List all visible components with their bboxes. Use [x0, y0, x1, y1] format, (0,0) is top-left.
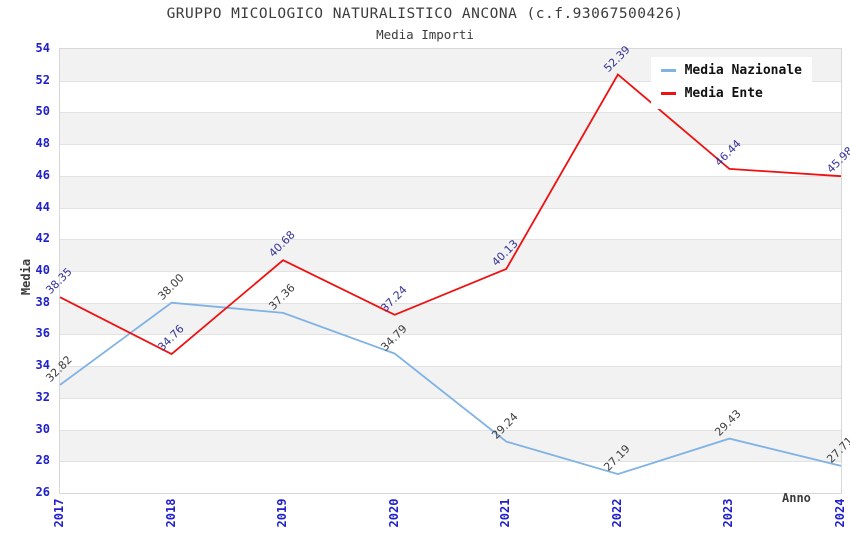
legend-item: Media Ente — [660, 86, 802, 101]
gridline — [60, 461, 841, 463]
y-tick-label: 44 — [35, 199, 50, 214]
x-tick-label: 2023 — [721, 498, 736, 528]
series-line-media-nazionale — [59, 301, 842, 476]
legend: Media Nazionale Media Ente — [650, 57, 812, 109]
background-band — [60, 302, 841, 335]
legend-item: Media Nazionale — [660, 63, 802, 78]
y-tick-label: 52 — [35, 72, 50, 87]
background-band — [60, 175, 841, 208]
legend-label: Media Ente — [684, 86, 763, 101]
gridline — [60, 302, 841, 304]
x-tick-label: 2019 — [275, 498, 290, 528]
y-tick-label: 54 — [35, 41, 50, 55]
y-tick-label: 46 — [35, 167, 50, 182]
y-tick-label: 38 — [35, 294, 50, 309]
y-tick-label: 40 — [35, 263, 50, 277]
y-tick-label: 34 — [35, 358, 50, 373]
gridline — [60, 334, 841, 336]
gridline — [60, 175, 841, 177]
x-tick-label: 2018 — [163, 498, 178, 528]
gridline — [60, 112, 841, 114]
gridline — [60, 144, 841, 146]
y-tick-label: 42 — [35, 231, 50, 246]
x-tick-label: 2022 — [609, 498, 624, 528]
background-band — [60, 112, 841, 145]
x-tick-label: 2020 — [386, 498, 401, 528]
gridline — [60, 80, 841, 82]
chart-subtitle: Media Importi — [376, 27, 474, 42]
line-series-svg — [59, 73, 842, 476]
gridline — [60, 239, 841, 241]
x-tick-label: 2017 — [52, 498, 66, 528]
y-tick-label: 32 — [35, 389, 50, 404]
gridline — [60, 207, 841, 209]
gridline — [60, 429, 841, 431]
y-tick-label: 30 — [35, 421, 50, 436]
legend-swatch-icon — [660, 69, 676, 72]
plot-area — [59, 48, 842, 494]
gridline — [60, 366, 841, 368]
legend-label: Media Nazionale — [684, 63, 802, 78]
y-tick-label: 28 — [35, 453, 50, 468]
y-tick-label: 26 — [35, 485, 50, 499]
background-band — [60, 366, 841, 398]
legend-swatch-icon — [660, 92, 676, 95]
background-band — [60, 239, 841, 271]
y-tick-label: 50 — [35, 104, 50, 119]
series-line-media-ente — [59, 73, 842, 356]
y-tick-label: 36 — [35, 326, 50, 341]
gridline — [60, 271, 841, 272]
y-tick-label: 48 — [35, 136, 50, 151]
x-tick-label: 2021 — [498, 498, 513, 528]
x-axis-title: Anno — [782, 491, 811, 505]
x-tick-label: 2024 — [833, 498, 847, 528]
chart-title: GRUPPO MICOLOGICO NATURALISTICO ANCONA (… — [166, 6, 684, 22]
